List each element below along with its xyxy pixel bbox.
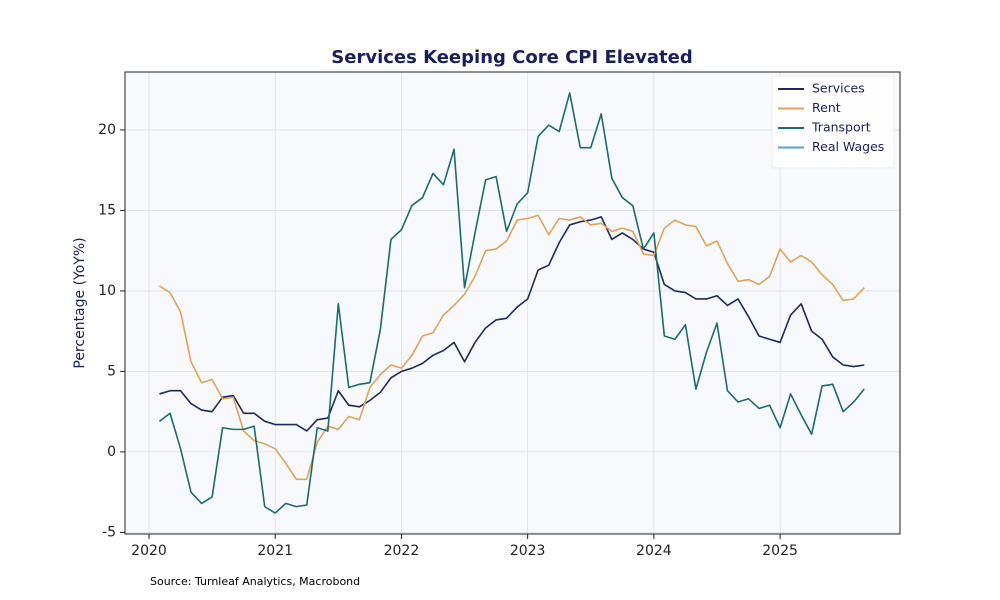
x-tick-label: 2022 [384,543,420,559]
chart-title: Services Keeping Core CPI Elevated [331,47,692,68]
legend-label: Transport [811,120,871,135]
x-tick-label: 2023 [510,543,546,559]
x-tick-label: 2024 [636,543,672,559]
series-line [159,216,865,432]
y-tick-label: 5 [107,363,116,379]
y-tick-label: 10 [98,283,116,299]
legend-box [771,75,895,169]
series-line [158,92,865,514]
legend-label: Services [812,81,865,96]
y-tick-label: 20 [98,122,116,138]
y-axis-label: Percentage (YoY%) [72,237,88,368]
y-tick-label: 15 [98,202,116,218]
y-tick-label: -5 [102,524,116,540]
source-note: Source: Turnleaf Analytics, Macrobond [150,575,360,588]
legend-label: Real Wages [812,139,884,154]
y-tick-label: 0 [107,444,116,460]
legend-label: Rent [812,100,841,115]
plot-area [125,72,900,534]
x-tick-label: 2020 [131,543,167,559]
x-tick-label: 2025 [762,543,798,559]
series-line [159,214,865,481]
x-tick-label: 2021 [257,543,293,559]
plot-frame [124,71,901,535]
